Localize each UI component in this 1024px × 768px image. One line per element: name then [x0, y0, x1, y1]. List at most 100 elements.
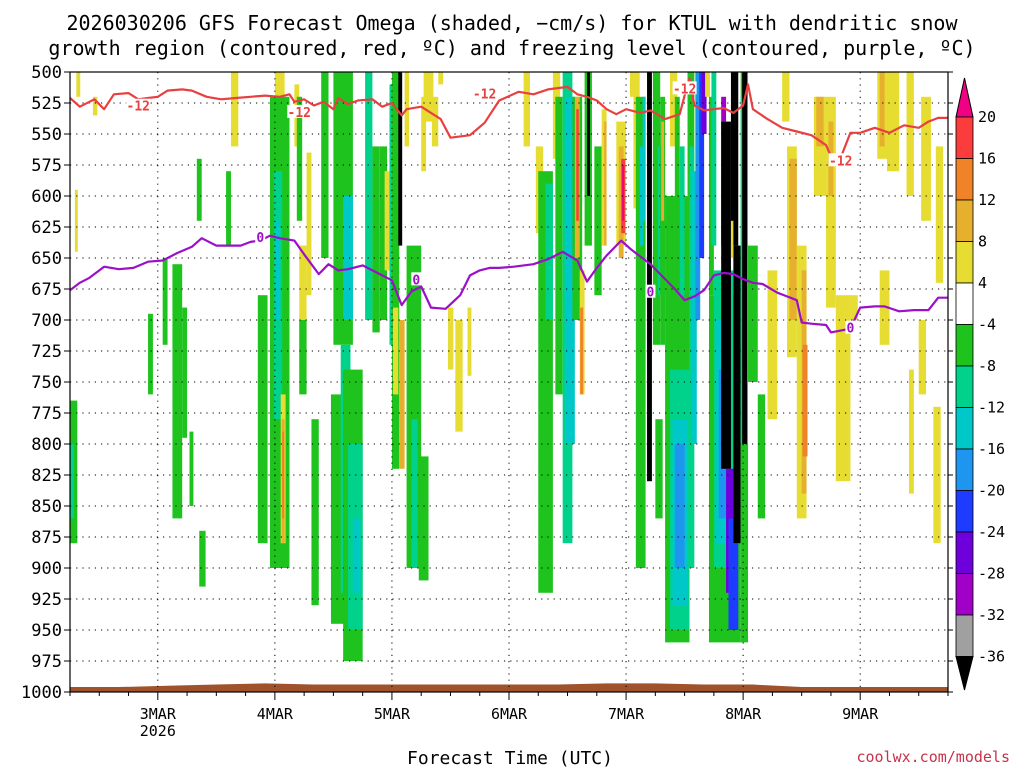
colorbar-label: -24	[978, 523, 1005, 541]
y-axis: 500 525 550 575 600 625 650 675 700 725 750 775 800 8…	[21, 63, 953, 703]
x-tick-sublabel: 2026	[140, 722, 176, 740]
omega-cell	[162, 258, 168, 345]
omega-cell	[70, 444, 74, 519]
dgz-label-bg	[287, 104, 312, 118]
dgz-label-bg	[126, 98, 151, 112]
omega-cell	[669, 72, 678, 147]
omega-cell	[467, 307, 472, 376]
y-tick-label: 900	[31, 559, 62, 579]
colorbar-bin	[955, 573, 974, 616]
y-tick-label: 950	[31, 621, 62, 641]
x-tick-label: 5MAR	[374, 705, 411, 723]
omega-cell	[701, 72, 707, 134]
omega-cell	[182, 307, 188, 438]
omega-cell	[172, 264, 183, 519]
y-tick-label: 775	[31, 404, 62, 424]
omega-cell	[661, 121, 665, 221]
omega-cell	[906, 72, 914, 196]
omega-cell	[226, 171, 231, 246]
chart-title-line1: 2026030206 GFS Forecast Omega (shaded, −…	[66, 11, 958, 35]
omega-cell	[748, 245, 758, 382]
omega-cell	[705, 72, 710, 97]
credit-link[interactable]: coolwx.com/models	[856, 748, 1010, 766]
chart-title-line2: growth region (contoured, red, ºC) and f…	[48, 36, 975, 60]
y-tick-label: 975	[31, 652, 62, 672]
colorbar-label: -28	[978, 565, 1005, 583]
colorbar-bin	[955, 199, 974, 242]
colorbar-bin	[955, 490, 974, 533]
x-tick-label: 9MAR	[842, 705, 879, 723]
omega-cell	[580, 307, 584, 395]
dgz-contour-label: -12	[127, 100, 150, 115]
y-tick-label: 750	[31, 373, 62, 393]
colorbar: 20 16 12 8 4 -4 -8 -12 -16 -20 -24 -28 -32 -36	[955, 77, 1005, 691]
dgz-contour-label: -12	[288, 106, 311, 121]
dgz-label-bg	[472, 86, 497, 100]
omega-cell	[918, 320, 927, 395]
omega-cell	[695, 72, 701, 320]
omega-cell	[850, 295, 858, 320]
omega-cell	[655, 419, 663, 519]
x-tick-label: 7MAR	[608, 705, 645, 723]
omega-cell	[230, 72, 239, 147]
omega-cell	[311, 419, 319, 606]
freezing-label-bg	[645, 284, 656, 298]
y-tick-label: 875	[31, 528, 62, 548]
colorbar-label: -20	[978, 482, 1005, 500]
omega-cell	[576, 109, 579, 221]
omega-cell	[691, 171, 697, 444]
omega-cell	[879, 270, 890, 345]
omega-cell	[411, 419, 418, 568]
colorbar-bin	[955, 614, 974, 657]
omega-cell	[622, 165, 625, 221]
omega-cell	[352, 518, 361, 593]
y-tick-label: 625	[31, 218, 62, 238]
omega-cell	[757, 394, 766, 519]
omega-cell	[545, 183, 553, 320]
omega-cell	[282, 431, 285, 519]
x-tick-label: 4MAR	[257, 705, 294, 723]
omega-cell	[642, 96, 646, 221]
colorbar-bin	[955, 448, 974, 491]
omega-cell	[887, 72, 900, 172]
omega-cell	[392, 307, 399, 395]
omega-cell	[257, 295, 268, 544]
dgz-contour	[70, 77, 948, 159]
freezing-contour-label: 0	[412, 273, 420, 288]
omega-cell	[372, 146, 380, 333]
omega-cell	[423, 72, 434, 122]
omega-cell	[604, 121, 607, 246]
dgz-label-bg	[828, 153, 853, 167]
omega-cell	[199, 530, 206, 587]
ground-terrain	[70, 683, 948, 692]
omega-cell	[933, 406, 941, 544]
omega-cell	[296, 96, 303, 221]
y-tick-label: 500	[31, 63, 62, 83]
omega-cell	[196, 158, 202, 221]
y-tick-label: 700	[31, 311, 62, 331]
omega-cell	[594, 146, 602, 296]
omega-cell	[384, 171, 390, 271]
omega-cell	[674, 444, 685, 568]
omega-cell	[711, 72, 717, 246]
omega-cell	[431, 96, 439, 147]
dgz-contour-label: -12	[473, 87, 496, 102]
x-tick-label: 8MAR	[725, 705, 762, 723]
colorbar-bin	[955, 531, 974, 574]
y-tick-label: 925	[31, 590, 62, 610]
omega-cell	[935, 146, 944, 283]
omega-cell	[418, 456, 429, 581]
y-tick-label: 725	[31, 342, 62, 362]
freezing-level-contour	[70, 234, 948, 334]
colorbar-label: -32	[978, 606, 1005, 624]
omega-cell	[399, 320, 405, 469]
colorbar-label: 8	[978, 233, 987, 251]
colorbar-label: 16	[978, 150, 996, 168]
plot-area: -12 -12 -12 -12 -12 0 0 0 0	[70, 72, 948, 692]
colorbar-bin	[955, 365, 974, 408]
omega-cell	[908, 369, 914, 494]
omega-cell	[742, 72, 748, 444]
omega-cell	[343, 196, 353, 320]
omega-cell	[189, 431, 194, 506]
omega-cell	[635, 96, 646, 569]
